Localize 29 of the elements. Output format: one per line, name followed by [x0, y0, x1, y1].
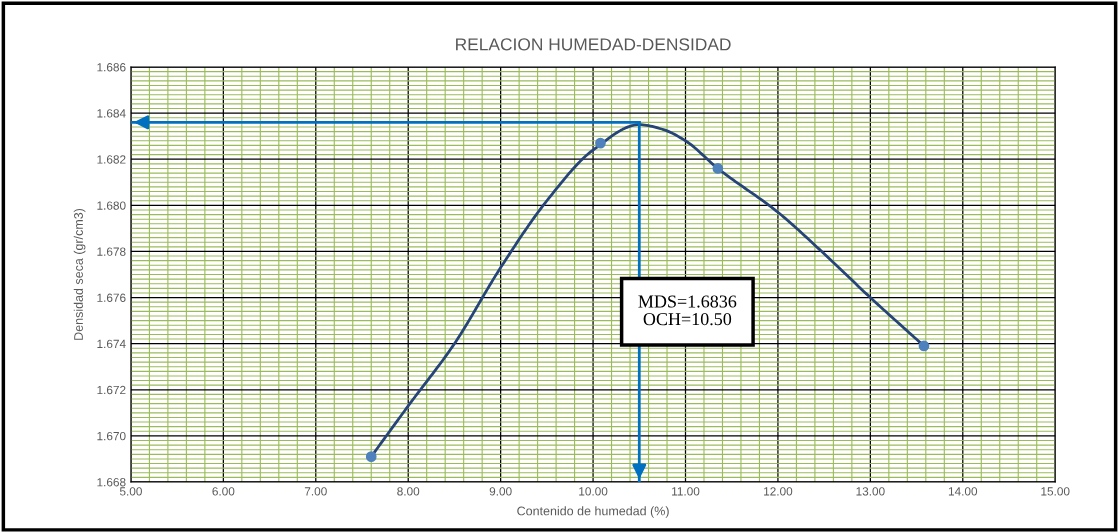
y-axis-title: Densidad seca (gr/cm3)	[73, 208, 86, 340]
y-tick-label: 1.670	[97, 431, 126, 441]
annotation: MDS=1.6836 OCH=10.50	[638, 295, 737, 326]
point	[918, 340, 930, 352]
chart-title: RELACION HUMEDAD-DENSIDAD	[456, 38, 731, 51]
y-tick-label: 1.682	[97, 155, 126, 164]
y-tick-label: 1.674	[97, 339, 126, 349]
y-tick-label: 1.680	[97, 201, 126, 210]
x-axis-title: Contenido de humedad (%)	[517, 506, 669, 518]
x-tick-label: 8.00	[397, 487, 420, 496]
x-tick-label: 6.00	[212, 487, 235, 496]
point	[595, 137, 606, 149]
x-tick-label: 10.00	[579, 487, 608, 496]
x-tick-label: 15.00	[1041, 487, 1070, 496]
y-tick-label: 1.676	[97, 293, 126, 302]
x-tick-label: 12.00	[764, 487, 793, 496]
x-tick-label: 14.00	[948, 487, 978, 496]
x-tick-label: 9.00	[489, 487, 512, 496]
x-tick-label: 5.00	[119, 487, 142, 496]
x-tick-label: 7.00	[304, 487, 327, 496]
x-tick-label: 11.00	[672, 487, 700, 496]
y-tick-label: 1.668	[97, 478, 126, 487]
y-tick-label: 1.684	[97, 109, 126, 118]
point	[712, 163, 724, 174]
y-tick-label: 1.678	[97, 247, 126, 256]
point	[365, 451, 377, 462]
x-tick-label: 13.00	[856, 487, 885, 496]
y-tick-label: 1.672	[97, 385, 126, 395]
y-tick-label: 1.686	[97, 63, 126, 72]
